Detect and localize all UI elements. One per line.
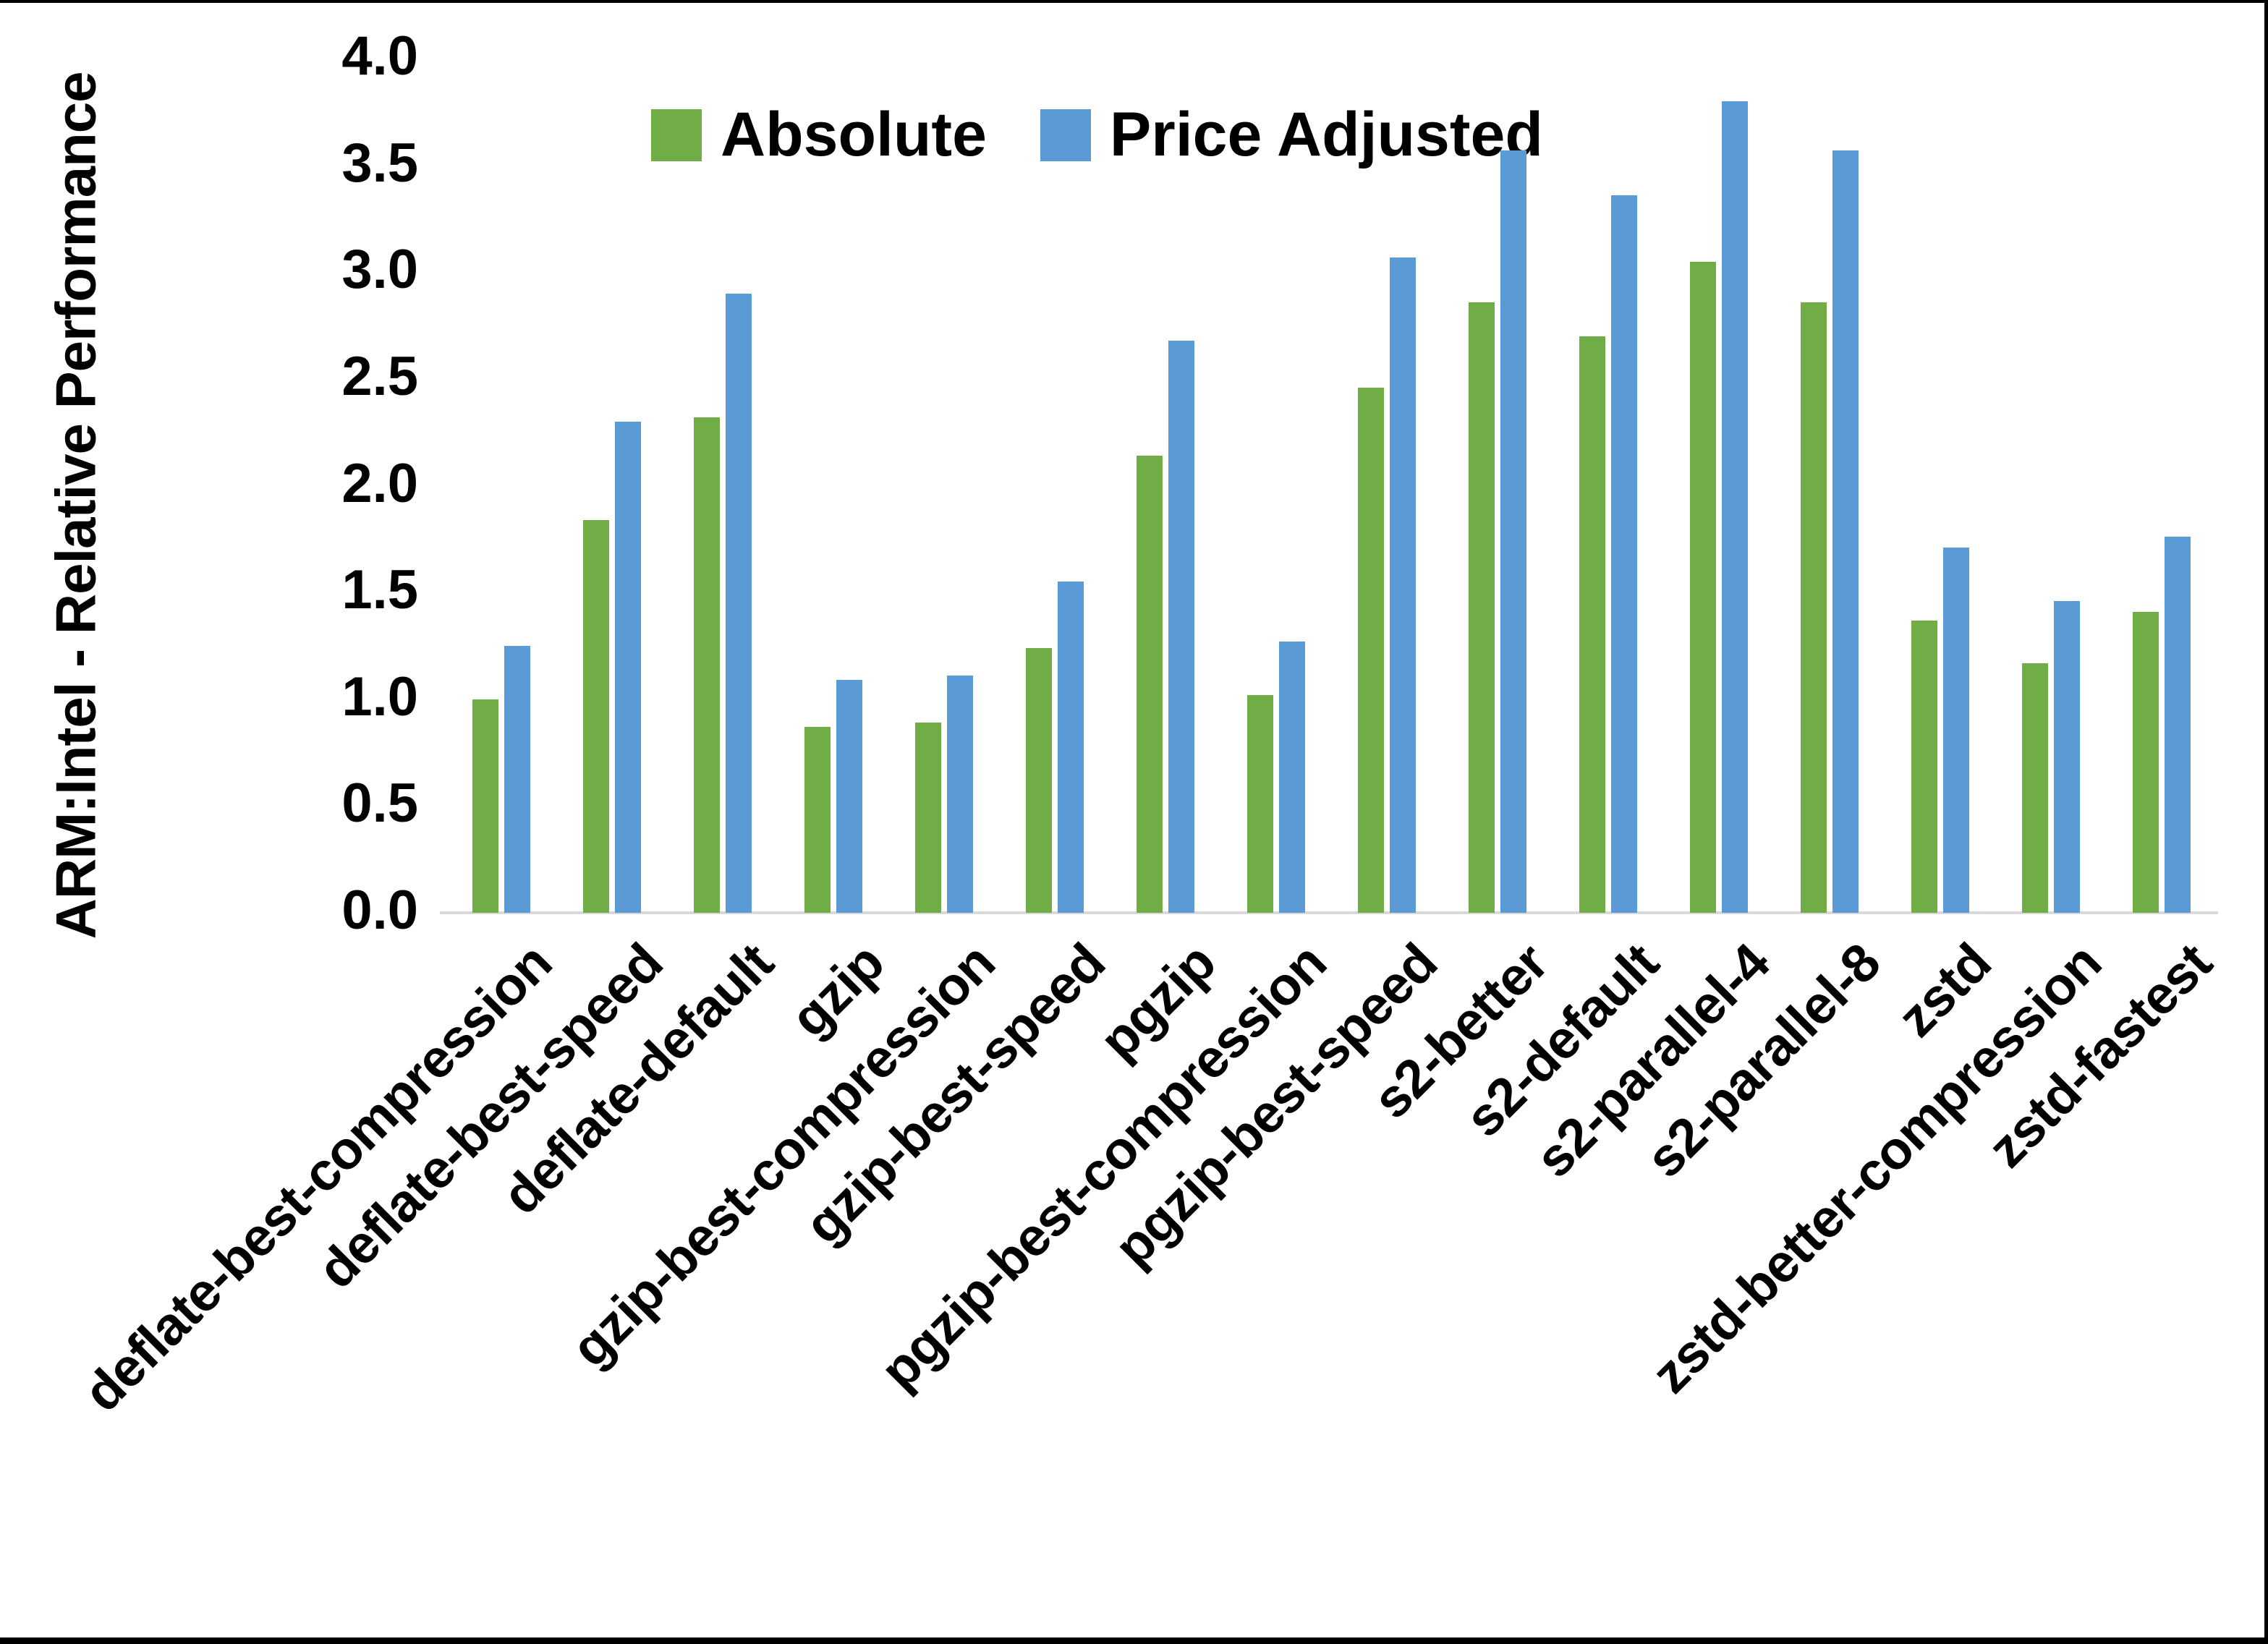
y-tick-label-4.0: 4.0 [341, 25, 418, 88]
y-tick-label-1.0: 1.0 [341, 665, 418, 728]
bar-price-adjusted-gzip-best-speed [1058, 582, 1084, 913]
bar-absolute-zstd [1911, 620, 1937, 913]
bar-price-adjusted-deflate-best-speed [615, 421, 641, 913]
bar-absolute-deflate-best-speed [583, 519, 609, 913]
legend-item-absolute: Absolute [651, 99, 987, 171]
plot-area [446, 59, 2216, 913]
y-axis-title: ARM:Intel - Relative Performance [43, 72, 108, 940]
y-tick-label-3.5: 3.5 [341, 132, 418, 194]
legend-item-price-adjusted: Price Adjusted [1040, 99, 1543, 171]
bar-price-adjusted-s2-parallel-8 [1832, 150, 1859, 913]
y-tick-label-2.0: 2.0 [341, 452, 418, 514]
bar-price-adjusted-s2-parallel-4 [1722, 101, 1748, 913]
bar-absolute-deflate-default [694, 417, 720, 913]
bar-price-adjusted-deflate-best-compression [504, 645, 530, 913]
bar-absolute-gzip [804, 727, 831, 913]
bar-absolute-pgzip-best-compression [1247, 694, 1273, 913]
bar-price-adjusted-s2-better [1500, 150, 1526, 913]
y-tick-label-2.5: 2.5 [341, 345, 418, 407]
bar-absolute-s2-better [1469, 302, 1495, 913]
legend: Absolute Price Adjusted [651, 99, 1543, 171]
legend-swatch-price-adjusted [1040, 108, 1091, 161]
legend-swatch-absolute [651, 108, 702, 161]
bar-price-adjusted-s2-default [1611, 195, 1637, 913]
y-tick-label-0.0: 0.0 [341, 880, 418, 942]
bar-price-adjusted-zstd-fastest [2165, 537, 2191, 913]
bar-absolute-s2-default [1579, 336, 1605, 913]
bar-price-adjusted-zstd [1943, 548, 1969, 913]
bar-price-adjusted-gzip-best-compression [947, 676, 973, 913]
bar-absolute-s2-parallel-4 [1690, 261, 1716, 913]
bar-price-adjusted-pgzip-best-compression [1279, 642, 1305, 913]
x-axis-line [440, 911, 2218, 914]
bar-price-adjusted-zstd-better-compression [2054, 600, 2080, 913]
bar-price-adjusted-pgzip-best-speed [1390, 257, 1416, 913]
bar-price-adjusted-pgzip [1168, 340, 1194, 913]
bar-price-adjusted-gzip [836, 680, 862, 913]
y-tick-label-1.5: 1.5 [341, 559, 418, 621]
bar-absolute-deflate-best-compression [472, 699, 498, 913]
legend-label-price-adjusted: Price Adjusted [1109, 100, 1543, 169]
bar-absolute-gzip-best-speed [1026, 647, 1052, 913]
bar-absolute-gzip-best-compression [915, 723, 941, 913]
bar-absolute-zstd-better-compression [2022, 663, 2048, 913]
y-tick-label-3.0: 3.0 [341, 239, 418, 301]
bar-price-adjusted-deflate-default [726, 293, 752, 913]
bar-absolute-pgzip [1137, 456, 1163, 913]
bar-absolute-zstd-fastest [2133, 611, 2159, 913]
bar-absolute-s2-parallel-8 [1801, 302, 1827, 913]
x-label-deflate-best-compression: deflate-best-compression [72, 932, 563, 1423]
legend-label-absolute: Absolute [721, 100, 987, 169]
bar-absolute-pgzip-best-speed [1358, 387, 1384, 913]
y-tick-label-0.5: 0.5 [341, 772, 418, 835]
